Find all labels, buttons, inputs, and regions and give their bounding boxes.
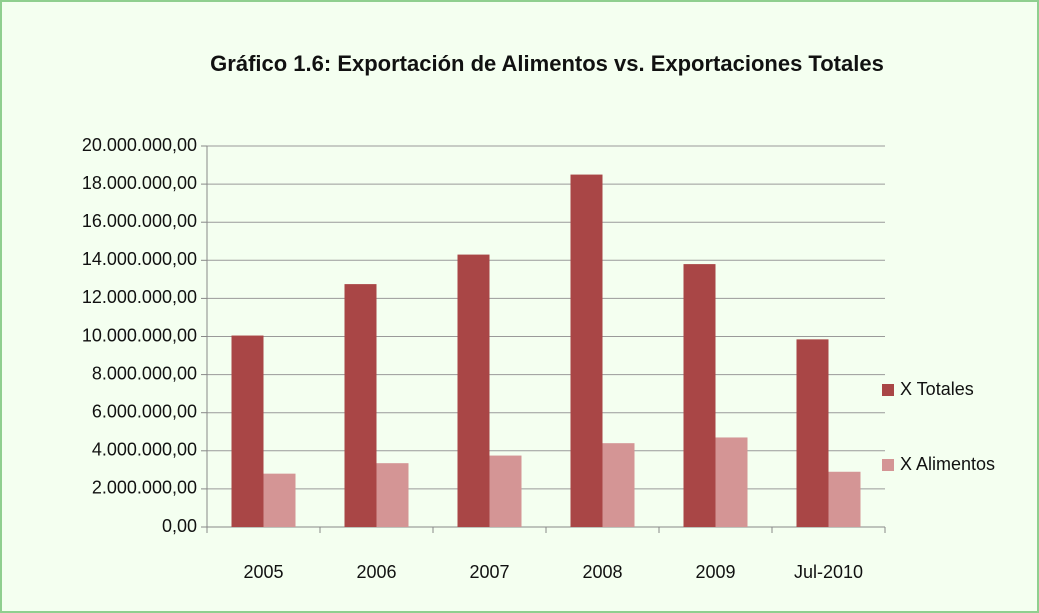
y-tick-label: 4.000.000,00: [92, 440, 197, 460]
x-tick-label: 2007: [469, 562, 509, 582]
y-tick-label: 16.000.000,00: [82, 211, 197, 231]
x-tick-label: 2008: [582, 562, 622, 582]
bar: [344, 284, 377, 527]
y-tick-label: 12.000.000,00: [82, 287, 197, 307]
x-tick-label: 2009: [695, 562, 735, 582]
y-tick-label: 14.000.000,00: [82, 249, 197, 269]
y-tick-label: 18.000.000,00: [82, 173, 197, 193]
x-tick-label: 2006: [356, 562, 396, 582]
bar: [683, 264, 716, 527]
bar: [828, 471, 861, 527]
y-tick-label: 20.000.000,00: [82, 135, 197, 155]
x-tick-label: Jul-2010: [794, 562, 863, 582]
y-tick-label: 6.000.000,00: [92, 401, 197, 421]
bar: [489, 455, 522, 527]
y-tick-label: 2.000.000,00: [92, 478, 197, 498]
legend-swatch: [882, 384, 894, 396]
legend-label: X Alimentos: [900, 454, 995, 474]
legend-label: X Totales: [900, 379, 974, 399]
chart-title: Gráfico 1.6: Exportación de Alimentos vs…: [210, 51, 884, 76]
bar: [602, 443, 635, 527]
bar: [457, 254, 490, 527]
bar: [715, 437, 748, 527]
y-tick-label: 8.000.000,00: [92, 363, 197, 383]
bar: [263, 473, 296, 527]
bar: [796, 339, 829, 527]
bar: [376, 463, 409, 527]
y-tick-label: 10.000.000,00: [82, 325, 197, 345]
bar: [570, 174, 603, 527]
y-tick-label: 0,00: [162, 516, 197, 536]
x-tick-label: 2005: [243, 562, 283, 582]
bar: [231, 335, 264, 527]
legend-swatch: [882, 459, 894, 471]
